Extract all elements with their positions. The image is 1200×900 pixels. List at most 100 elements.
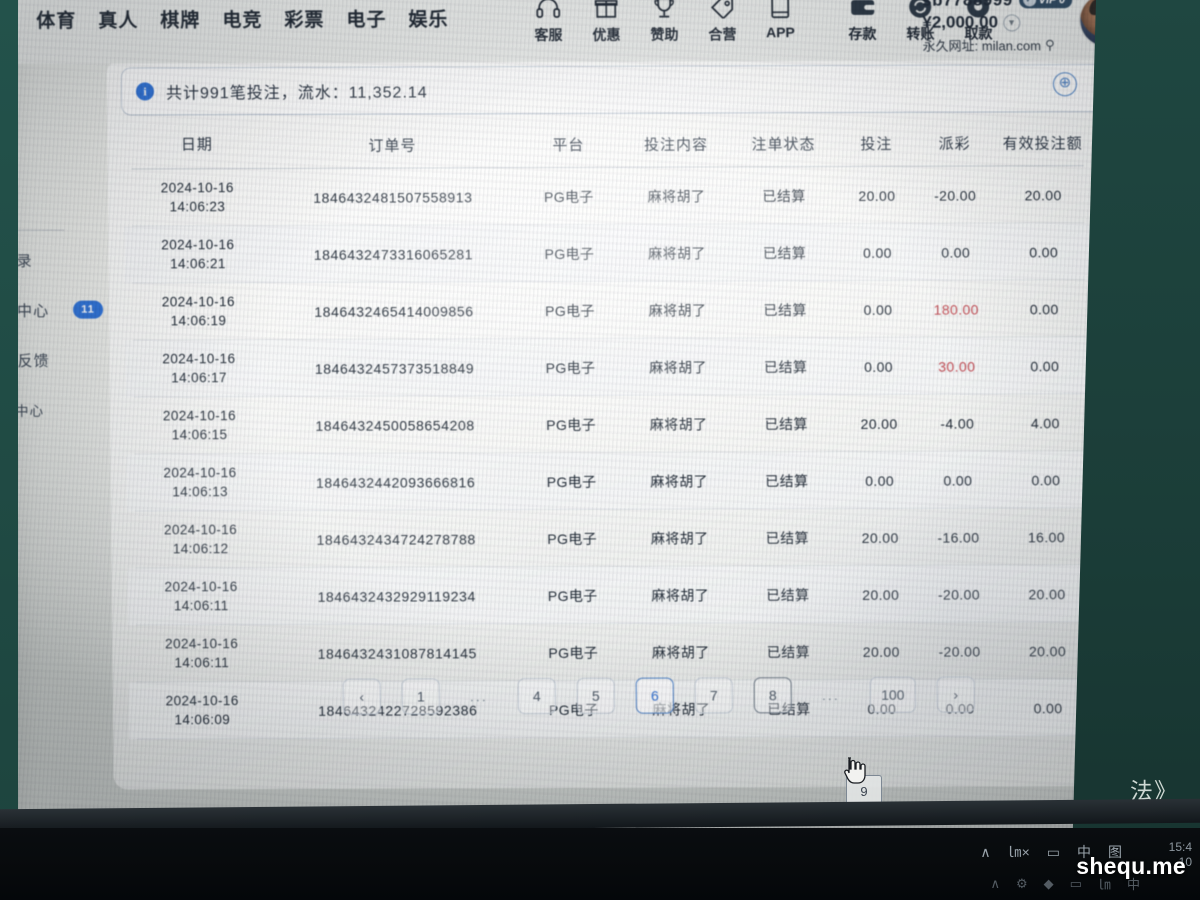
cell-valid: 20.00 — [1024, 186, 1062, 203]
table-row[interactable]: 2024-10-16 14:06:21 1846432473316065281 … — [124, 223, 1093, 284]
nav-item-slots[interactable]: 电子 — [346, 9, 387, 31]
tag-icon — [710, 0, 735, 21]
pagination-next[interactable]: › — [936, 676, 975, 713]
quick-action-deposit[interactable]: 存款 — [840, 0, 884, 44]
column-header-payout: 派彩 — [938, 135, 971, 153]
table-row[interactable]: 2024-10-16 14:06:15 1846432450058654208 … — [126, 394, 1095, 454]
quick-action-customer-service[interactable]: 客服 — [526, 0, 570, 45]
windows-taskbar: ∧ ㏐× ▭ 中 图 ∧ ⚙ ◆ ▭ ㏐ 中 15:4 10 — [0, 828, 1200, 900]
account-name-row: sb7788999 ✓ VIP 0 — [922, 0, 1102, 11]
tray-notification-icon[interactable]: 图 — [1108, 844, 1122, 860]
watermark-label: shequ.me — [1076, 853, 1186, 879]
cell-platform: PG电子 — [545, 359, 596, 376]
quick-action-label: 客服 — [534, 26, 563, 44]
table-row[interactable]: 2024-10-16 14:06:23 1846432481507558913 … — [124, 166, 1093, 226]
clock-time: 15:4 — [1168, 840, 1192, 854]
cell-order: 1846432432929119234 — [317, 587, 476, 605]
bet-records-table: 日期 订单号 平台 投注内容 注单状态 投注 派彩 有效投注额 2024-10-… — [123, 118, 1098, 740]
quick-action-withdraw[interactable]: 取款 — [956, 0, 1000, 44]
cell-time: 14:06:17 — [171, 369, 228, 385]
permanent-url-row[interactable]: 永久网址: milan.com ⚲ — [922, 35, 1102, 55]
tray2-app-icon[interactable]: ⚙ — [1016, 875, 1028, 891]
system-tray: ∧ ㏐× ▭ 中 图 — [980, 842, 1122, 862]
pagination-page-100[interactable]: 100 — [869, 676, 916, 713]
pagination-prev[interactable]: ‹ — [342, 678, 381, 715]
tray-volume-muted-icon[interactable]: ㏐× — [1007, 844, 1030, 860]
cell-datetime: 2024-10-16 14:06:19 — [125, 293, 272, 330]
cell-bet: 0.00 — [864, 358, 894, 375]
wallet-icon — [849, 0, 876, 21]
cell-order: 1846432431087814145 — [317, 644, 478, 662]
table-row[interactable]: 2024-10-16 14:06:11 1846432432929119234 … — [127, 565, 1097, 626]
account-balance-row[interactable]: ¥2,000.00 ▼ — [922, 12, 1102, 33]
cell-date: 2024-10-16 — [161, 294, 235, 310]
tray-chevron-up-icon[interactable]: ∧ — [980, 843, 991, 860]
cell-payout: 180.00 — [933, 301, 979, 318]
quick-action-app[interactable]: APP — [758, 0, 802, 40]
quick-action-label: APP — [765, 24, 795, 41]
cell-platform: PG电子 — [546, 473, 597, 490]
nav-item-chess[interactable]: 棋牌 — [160, 10, 201, 32]
expand-icon[interactable]: ⊕ — [1052, 72, 1078, 97]
table-row[interactable]: 2024-10-16 14:06:17 1846432457373518849 … — [125, 337, 1094, 398]
cell-datetime: 2024-10-16 14:06:11 — [128, 578, 275, 615]
search-icon[interactable]: ⚲ — [1044, 36, 1055, 52]
quick-action-label: 合营 — [708, 26, 737, 43]
quick-action-label: 优惠 — [592, 26, 621, 43]
tray-network-icon[interactable]: ▭ — [1046, 843, 1060, 860]
cell-time: 14:06:13 — [172, 483, 229, 499]
nav-item-live[interactable]: 真人 — [98, 10, 139, 32]
pagination-page-4[interactable]: 4 — [517, 678, 556, 715]
cell-status: 已结算 — [765, 529, 809, 546]
cell-order: 1846432450058654208 — [315, 416, 475, 434]
table-row[interactable]: 2024-10-16 14:06:11 1846432431087814145 … — [128, 622, 1097, 682]
column-header-content: 投注内容 — [643, 135, 709, 154]
pagination-ellipsis-right: ... — [821, 687, 840, 704]
pagination-page-1[interactable]: 1 — [401, 678, 440, 715]
cell-content: 麻将胡了 — [648, 301, 707, 319]
chevron-down-icon[interactable]: ▼ — [1002, 13, 1021, 31]
balance-amount: ¥2,000.00 — [922, 12, 999, 32]
tray2-record-icon[interactable]: ◆ — [1043, 875, 1054, 891]
cell-date: 2024-10-16 — [165, 636, 239, 652]
cell-order: 1846432457373518849 — [314, 359, 475, 377]
quick-action-label: 赞助 — [650, 26, 679, 43]
system-tray-secondary: ∧ ⚙ ◆ ▭ ㏐ 中 — [991, 874, 1141, 893]
nav-item-sports[interactable]: 体育 — [36, 10, 77, 32]
nav-item-entertainment[interactable]: 娱乐 — [408, 9, 449, 31]
pagination-page-5[interactable]: 5 — [576, 677, 615, 714]
tray2-volume-icon[interactable]: ㏐ — [1097, 877, 1111, 892]
cell-datetime: 2024-10-16 14:06:17 — [125, 350, 272, 387]
quick-action-affiliate[interactable]: 合营 — [700, 0, 744, 45]
quick-action-transfer[interactable]: 转账 — [898, 0, 942, 44]
cell-payout: -4.00 — [940, 415, 975, 432]
nav-item-esports[interactable]: 电竞 — [222, 10, 263, 32]
quick-action-promotions[interactable]: 优惠 — [584, 0, 628, 45]
taskbar-clock[interactable]: 15:4 10 — [1169, 840, 1192, 870]
tray-ime-icon[interactable]: 中 — [1077, 844, 1091, 860]
cell-datetime: 2024-10-16 14:06:13 — [127, 464, 274, 501]
cell-bet: 20.00 — [862, 643, 900, 660]
pagination-page-7[interactable]: 7 — [694, 677, 733, 714]
tray2-chevron-up-icon[interactable]: ∧ — [990, 875, 1001, 891]
cell-bet: 20.00 — [858, 187, 896, 204]
cell-date: 2024-10-16 — [163, 465, 237, 481]
message-count-badge: 11 — [72, 300, 104, 319]
tray2-network-icon[interactable]: ▭ — [1069, 875, 1082, 891]
cell-valid: 0.00 — [1031, 471, 1061, 488]
table-row[interactable]: 2024-10-16 14:06:13 1846432442093666816 … — [126, 451, 1096, 512]
quick-action-sponsor[interactable]: 赞助 — [642, 0, 686, 45]
table-row[interactable]: 2024-10-16 14:06:12 1846432434724278788 … — [127, 508, 1096, 568]
pagination-page-8[interactable]: 8 — [753, 677, 792, 714]
table-row[interactable]: 2024-10-16 14:06:19 1846432465414009856 … — [125, 280, 1094, 340]
trophy-icon — [653, 0, 675, 22]
cell-platform: PG电子 — [543, 188, 594, 205]
pagination-page-6-active[interactable]: 6 — [635, 677, 674, 714]
nav-item-lottery[interactable]: 彩票 — [284, 9, 325, 31]
username-label: sb7788999 — [922, 0, 1013, 10]
tray2-ime-icon[interactable]: 中 — [1126, 877, 1140, 892]
quick-actions: 客服 优惠 赞助 — [526, 0, 1000, 45]
info-icon: i — [135, 82, 155, 101]
cell-status: 已结算 — [765, 472, 809, 489]
cell-status: 已结算 — [764, 415, 808, 432]
